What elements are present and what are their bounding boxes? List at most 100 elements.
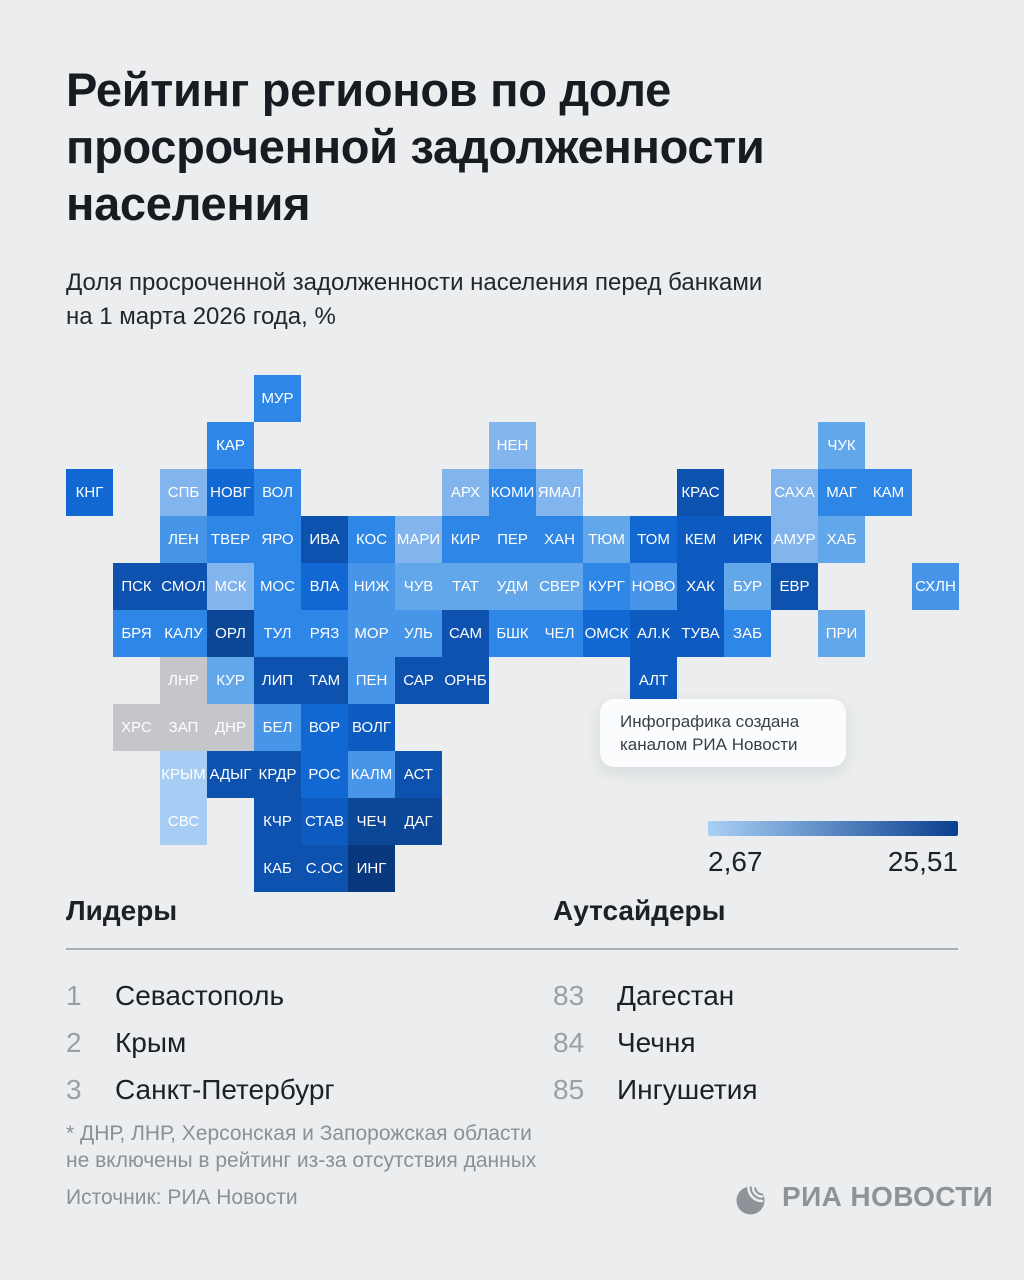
map-tile: КОМИ bbox=[489, 469, 536, 516]
map-tile: ХАН bbox=[536, 516, 583, 563]
map-tile: ТЮМ bbox=[583, 516, 630, 563]
map-tile: НИЖ bbox=[348, 563, 395, 610]
credit-box: Инфографика создана каналом РИА Новости bbox=[600, 699, 846, 767]
map-tile: МАГ bbox=[818, 469, 865, 516]
map-tile: ХАБ bbox=[818, 516, 865, 563]
map-tile: АМУР bbox=[771, 516, 818, 563]
map-tile: БЕЛ bbox=[254, 704, 301, 751]
ria-novosti-logo: РИА НОВОСТИ bbox=[733, 1176, 993, 1218]
map-tile: НЕН bbox=[489, 422, 536, 469]
list-item: 85 Ингушетия bbox=[553, 1066, 758, 1113]
map-tile: СПБ bbox=[160, 469, 207, 516]
map-tile: ЯМАЛ bbox=[536, 469, 583, 516]
leaders-list: 1 Севастополь 2 Крым 3 Санкт-Петербург bbox=[66, 972, 335, 1113]
map-tile: ЯРО bbox=[254, 516, 301, 563]
map-tile: СВС bbox=[160, 798, 207, 845]
map-tile: ТВЕР bbox=[207, 516, 254, 563]
list-item: 1 Севастополь bbox=[66, 972, 335, 1019]
map-tile: ЧЕЛ bbox=[536, 610, 583, 657]
map-tile: КИР bbox=[442, 516, 489, 563]
map-tile: МУР bbox=[254, 375, 301, 422]
map-tile: ЛНР bbox=[160, 657, 207, 704]
color-scale-gradient bbox=[708, 821, 958, 836]
map-tile: ВОЛ bbox=[254, 469, 301, 516]
credit-text: Инфографика создана каналом РИА Новости bbox=[620, 712, 800, 754]
leaders-heading: Лидеры bbox=[66, 895, 178, 926]
map-tile: КУРГ bbox=[583, 563, 630, 610]
map-tile: ПСК bbox=[113, 563, 160, 610]
map-tile: ДАГ bbox=[395, 798, 442, 845]
map-tile: МОР bbox=[348, 610, 395, 657]
divider bbox=[66, 948, 958, 950]
map-tile: ЕВР bbox=[771, 563, 818, 610]
list-item-region-name: Ингушетия bbox=[617, 1073, 758, 1105]
list-item: 3 Санкт-Петербург bbox=[66, 1066, 335, 1113]
map-tile: СВЕР bbox=[536, 563, 583, 610]
map-tile: ХАК bbox=[677, 563, 724, 610]
list-item-region-name: Чечня bbox=[617, 1026, 696, 1058]
map-tile: СХЛН bbox=[912, 563, 959, 610]
outsiders-list: 83 Дагестан 84 Чечня 85 Ингушетия bbox=[553, 972, 758, 1113]
map-tile: КРДР bbox=[254, 751, 301, 798]
list-item-region-name: Севастополь bbox=[115, 979, 285, 1011]
map-tile: АДЫГ bbox=[207, 751, 254, 798]
map-tile: ЗАП bbox=[160, 704, 207, 751]
list-item-rank: 83 bbox=[553, 979, 585, 1011]
map-tile: ОМСК bbox=[583, 610, 630, 657]
map-tile: КРЫМ bbox=[160, 751, 207, 798]
map-tile: АЛ.К bbox=[630, 610, 677, 657]
map-tile: КЧР bbox=[254, 798, 301, 845]
map-tile: КНГ bbox=[66, 469, 113, 516]
outsiders-heading: Аутсайдеры bbox=[553, 895, 726, 926]
source-label: Источник: РИА Новости bbox=[66, 1186, 298, 1209]
list-item-region-name: Дагестан bbox=[617, 979, 735, 1011]
map-tile: КОС bbox=[348, 516, 395, 563]
map-tile: МАРИ bbox=[395, 516, 442, 563]
map-tile: ИРК bbox=[724, 516, 771, 563]
map-tile: КУР bbox=[207, 657, 254, 704]
map-tile: ЗАБ bbox=[724, 610, 771, 657]
map-tile: НОВГ bbox=[207, 469, 254, 516]
map-tile: КЕМ bbox=[677, 516, 724, 563]
page-subtitle: Доля просроченной задолженности населени… bbox=[66, 269, 763, 330]
list-item-region-name: Крым bbox=[115, 1026, 187, 1058]
map-tile: КРАС bbox=[677, 469, 724, 516]
map-tile: БШК bbox=[489, 610, 536, 657]
map-tile: ТУВА bbox=[677, 610, 724, 657]
map-tile: ЛИП bbox=[254, 657, 301, 704]
list-item: 83 Дагестан bbox=[553, 972, 758, 1019]
map-tile: КАБ bbox=[254, 845, 301, 892]
list-item-region-name: Санкт-Петербург bbox=[115, 1073, 335, 1105]
list-item-rank: 85 bbox=[553, 1073, 585, 1105]
list-item: 2 Крым bbox=[66, 1019, 335, 1066]
map-tile: УДМ bbox=[489, 563, 536, 610]
map-tile: ОРНБ bbox=[442, 657, 489, 704]
map-tile: ВОР bbox=[301, 704, 348, 751]
map-tile: ОРЛ bbox=[207, 610, 254, 657]
ria-logo-text: РИА НОВОСТИ bbox=[782, 1181, 994, 1212]
map-tile: АЛТ bbox=[630, 657, 677, 704]
color-scale-min-value: 2,67 bbox=[708, 846, 763, 877]
map-tile: ЧУВ bbox=[395, 563, 442, 610]
list-item-rank: 84 bbox=[553, 1026, 585, 1058]
map-tile: ЧЕЧ bbox=[348, 798, 395, 845]
map-tile: С.ОС bbox=[301, 845, 348, 892]
map-tile: ИВА bbox=[301, 516, 348, 563]
map-tile: ПЕН bbox=[348, 657, 395, 704]
map-tile: РОС bbox=[301, 751, 348, 798]
map-tile: САМ bbox=[442, 610, 489, 657]
ria-globe-icon bbox=[736, 1186, 765, 1215]
map-tile: РЯЗ bbox=[301, 610, 348, 657]
map-tile: БРЯ bbox=[113, 610, 160, 657]
map-tile: ТОМ bbox=[630, 516, 677, 563]
list-item: 84 Чечня bbox=[553, 1019, 758, 1066]
map-tile: НОВО bbox=[630, 563, 677, 610]
map-tile: КАЛУ bbox=[160, 610, 207, 657]
map-tile: ЧУК bbox=[818, 422, 865, 469]
page-title: Рейтинг регионов по доле просроченной за… bbox=[66, 63, 765, 230]
map-tile: ВЛА bbox=[301, 563, 348, 610]
map-tile: АСТ bbox=[395, 751, 442, 798]
map-tile: ПЕР bbox=[489, 516, 536, 563]
color-scale-max-value: 25,51 bbox=[887, 846, 958, 877]
